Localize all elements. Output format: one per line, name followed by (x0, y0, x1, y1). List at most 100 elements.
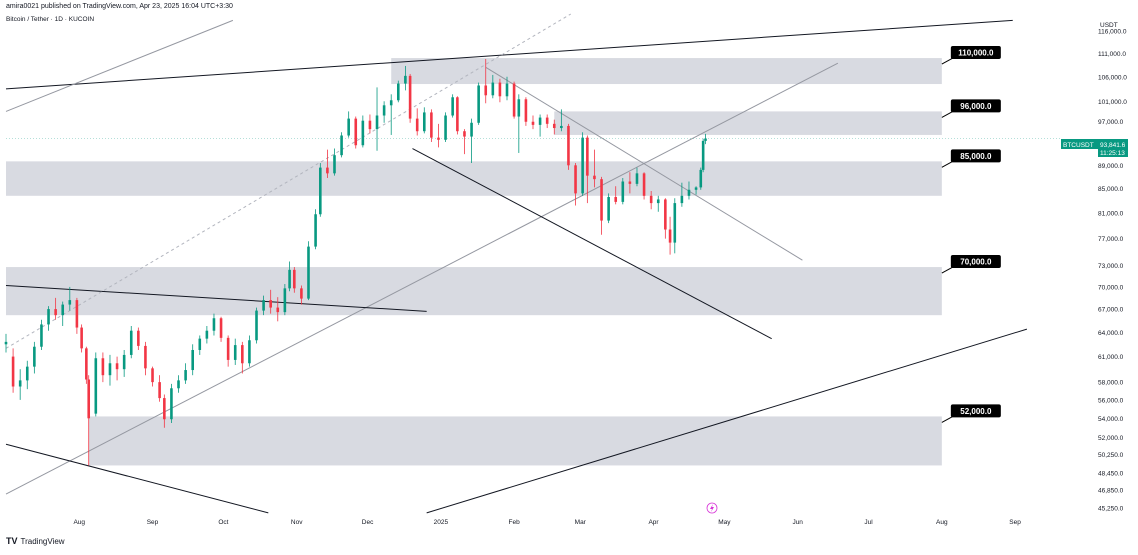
candle-body (545, 117, 549, 124)
y-axis-unit: USDT (1100, 22, 1118, 29)
candle-body (656, 199, 660, 204)
candle-body (574, 165, 577, 194)
candle-body (505, 83, 509, 97)
candle-body (404, 75, 407, 84)
x-tick-label: Aug (73, 519, 85, 526)
candle-body (382, 105, 386, 116)
candle-body (68, 300, 72, 305)
y-tick-label: 106,000.0 (1098, 74, 1127, 81)
y-tick-label: 111,000.0 (1098, 51, 1126, 58)
zone-label-pointer (941, 110, 954, 118)
candle-body (635, 173, 639, 184)
candle-body (484, 85, 488, 96)
candle-body (560, 125, 563, 129)
tradingview-brand[interactable]: TV TradingView (6, 536, 65, 546)
candle-body (54, 309, 57, 316)
candle-body (470, 122, 473, 137)
x-tick-label: Nov (291, 519, 303, 526)
candle-body (477, 85, 480, 123)
y-tick-label: 48,450.0 (1098, 471, 1124, 478)
candle-body (680, 195, 684, 204)
upper-channel-line (5, 19, 1013, 90)
zone-label-bg (950, 404, 1001, 418)
y-tick-label: 61,000.0 (1098, 354, 1124, 361)
tradingview-logo: TV (6, 536, 18, 546)
candle-body (451, 97, 454, 116)
candle-body (621, 181, 625, 202)
candle-body (283, 288, 287, 313)
candle-body (531, 121, 535, 125)
candle-body (219, 318, 223, 338)
candle-body (326, 167, 329, 174)
y-tick-label: 97,000.0 (1098, 119, 1124, 126)
candle-body (368, 120, 372, 130)
y-tick-label: 50,250.0 (1098, 452, 1124, 459)
last-price-tag: BTCUSDT 93,841.6 11:25:13 (1061, 139, 1128, 157)
y-tick-label: 45,250.0 (1098, 505, 1124, 512)
support-resistance-zones (6, 58, 942, 466)
candle-body (456, 97, 459, 132)
dashed-projection (5, 13, 572, 349)
zone-label-bg (950, 46, 1001, 60)
zone-labels: 110,000.0 96,000.0 85,000.0 70,000.0 52,000.… (941, 46, 1001, 423)
publish-info: amira0021 published on TradingView.com, … (6, 3, 233, 10)
candle-body (205, 330, 209, 339)
x-tick-label: Feb (508, 519, 520, 526)
candle-body (85, 348, 88, 380)
candle-body (151, 368, 154, 383)
candle-body (593, 175, 596, 180)
candle-body (18, 380, 22, 387)
candle-body (664, 199, 667, 230)
candle-body (212, 318, 216, 331)
candle-body (600, 179, 603, 221)
candle-body (4, 341, 8, 345)
zone-label-pointer (941, 415, 954, 423)
zone-label-pointer (941, 160, 954, 168)
candle-body (444, 115, 447, 140)
candle-body (628, 181, 632, 184)
y-tick-label: 64,000.0 (1098, 330, 1124, 337)
candle-body (538, 117, 542, 125)
candle-body (422, 112, 426, 132)
candle-body (375, 115, 379, 130)
candle-body (61, 304, 65, 316)
y-tick-label: 81,000.0 (1098, 211, 1124, 218)
x-axis: Aug Sep Oct Nov Dec 2025 Feb Mar Apr May Jun Jul Aug… (73, 519, 1021, 526)
y-tick-label: 54,000.0 (1098, 416, 1124, 423)
y-tick-label: 46,850.0 (1098, 488, 1124, 495)
candle-body (463, 131, 466, 137)
x-tick-label: 2025 (434, 519, 449, 526)
candle-body (288, 269, 291, 289)
x-tick-label: Sep (1009, 519, 1021, 526)
zone-label-text: 96,000.0 (960, 102, 992, 111)
x-tick-label: Dec (362, 519, 374, 526)
candle-body (340, 135, 343, 156)
candle-body (75, 300, 79, 328)
price-tag-bg (1098, 139, 1128, 157)
candle-body (512, 83, 516, 117)
lightning-icon[interactable] (706, 502, 718, 514)
zone-label-text: 52,000.0 (960, 407, 992, 416)
y-tick-label: 89,000.0 (1098, 163, 1124, 170)
candle-body (347, 118, 350, 136)
candle-body (687, 189, 691, 196)
candle-body (25, 366, 29, 381)
y-axis: 116,000.0 111,000.0 106,000.0 101,000.0 97,0… (1098, 29, 1127, 513)
candle-body (101, 358, 105, 376)
candle-body (191, 349, 194, 371)
x-tick-label: May (718, 519, 731, 526)
symbol-info[interactable]: Bitcoin / Tether · 1D · KUCOIN (6, 16, 95, 23)
candle-body (649, 195, 653, 204)
candle-body (170, 388, 173, 420)
symbol-tag-text: BTCUSDT (1063, 142, 1094, 149)
candles (4, 58, 707, 466)
zone-1 (554, 111, 942, 135)
trendlines (5, 13, 1061, 514)
candle-body (333, 155, 336, 174)
candle-body (248, 340, 251, 364)
candle-body (144, 345, 147, 369)
candle-body (642, 173, 646, 196)
x-tick-label: Mar (575, 519, 587, 526)
